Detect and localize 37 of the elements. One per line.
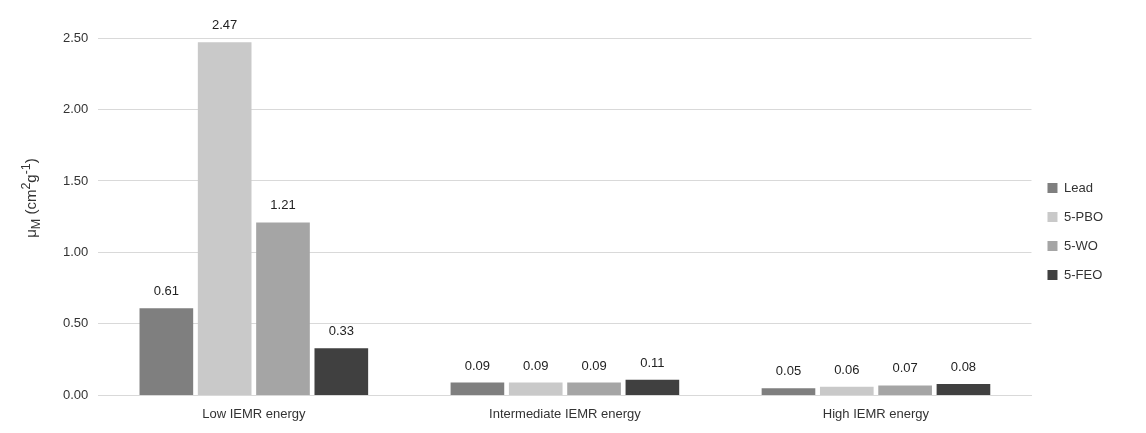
bar — [936, 383, 991, 395]
data-label: 0.05 — [775, 363, 802, 379]
data-label: 0.09 — [581, 357, 607, 373]
bar — [625, 379, 680, 395]
y-tick-label: 2.50 — [62, 29, 89, 45]
x-tick-label: Intermediate IEMR energy — [489, 405, 642, 421]
legend-label: Lead — [1063, 179, 1093, 195]
data-label: 0.61 — [153, 283, 179, 299]
data-label: 0.07 — [892, 360, 918, 376]
data-label: 0.08 — [950, 359, 977, 375]
data-label: 0.09 — [464, 357, 491, 373]
bar — [819, 386, 874, 395]
legend-label: 5-PBO — [1063, 208, 1103, 224]
bar — [450, 382, 505, 395]
y-tick-label: 0.00 — [62, 386, 89, 402]
bar — [508, 382, 563, 395]
y-tick-label: 2.00 — [62, 101, 89, 117]
data-label: 0.06 — [834, 361, 860, 377]
data-label: 1.21 — [270, 197, 296, 213]
bar — [139, 308, 194, 395]
bar — [314, 348, 369, 395]
data-label: 0.09 — [523, 357, 549, 373]
bar — [567, 382, 621, 395]
y-tick-label: 0.50 — [62, 315, 89, 331]
data-label: 0.33 — [328, 323, 354, 339]
legend-label: 5-FEO — [1063, 266, 1103, 282]
y-tick-label: 1.00 — [62, 244, 89, 260]
data-label: 0.11 — [640, 354, 665, 370]
bar — [761, 388, 816, 395]
x-tick-label: Low IEMR energy — [202, 405, 306, 421]
bar — [878, 385, 932, 395]
x-tick-label: High IEMR energy — [822, 405, 930, 421]
legend-label: 5-WO — [1063, 237, 1098, 253]
y-tick-label: 1.50 — [62, 172, 89, 188]
data-label: 2.47 — [212, 17, 238, 33]
bar — [256, 222, 310, 395]
bar — [197, 42, 252, 395]
